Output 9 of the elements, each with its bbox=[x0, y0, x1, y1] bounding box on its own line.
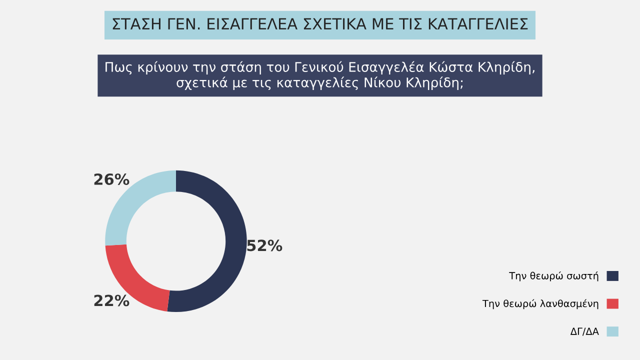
chart-subtitle: Πως κρίνουν την στάση του Γενικού Εισαγγελέα Κώστα Κληρίδη, σχετικά με τις καταγγελίες Νίκου Κληρίδη; bbox=[106, 61, 534, 90]
donut-slice bbox=[167, 170, 247, 312]
legend-label: ΔΓ/ΔΑ bbox=[570, 328, 599, 336]
legend-label: Την θεωρώ λανθασμένη bbox=[482, 299, 598, 310]
chart-title: ΣΤΑΣΗ ΓΕΝ. ΕΙΣΑΓΓΕΛΕΑ ΣΧΕΤΙΚΑ ΜΕ ΤΙΣ ΚΑΤΑΓΓΕΛΙΕΣ bbox=[112, 18, 528, 30]
legend-label: Την θεωρώ σωστή bbox=[509, 271, 598, 282]
data-label: 22% bbox=[94, 294, 130, 306]
data-label: 26% bbox=[94, 173, 130, 185]
data-label: 52% bbox=[247, 240, 282, 252]
